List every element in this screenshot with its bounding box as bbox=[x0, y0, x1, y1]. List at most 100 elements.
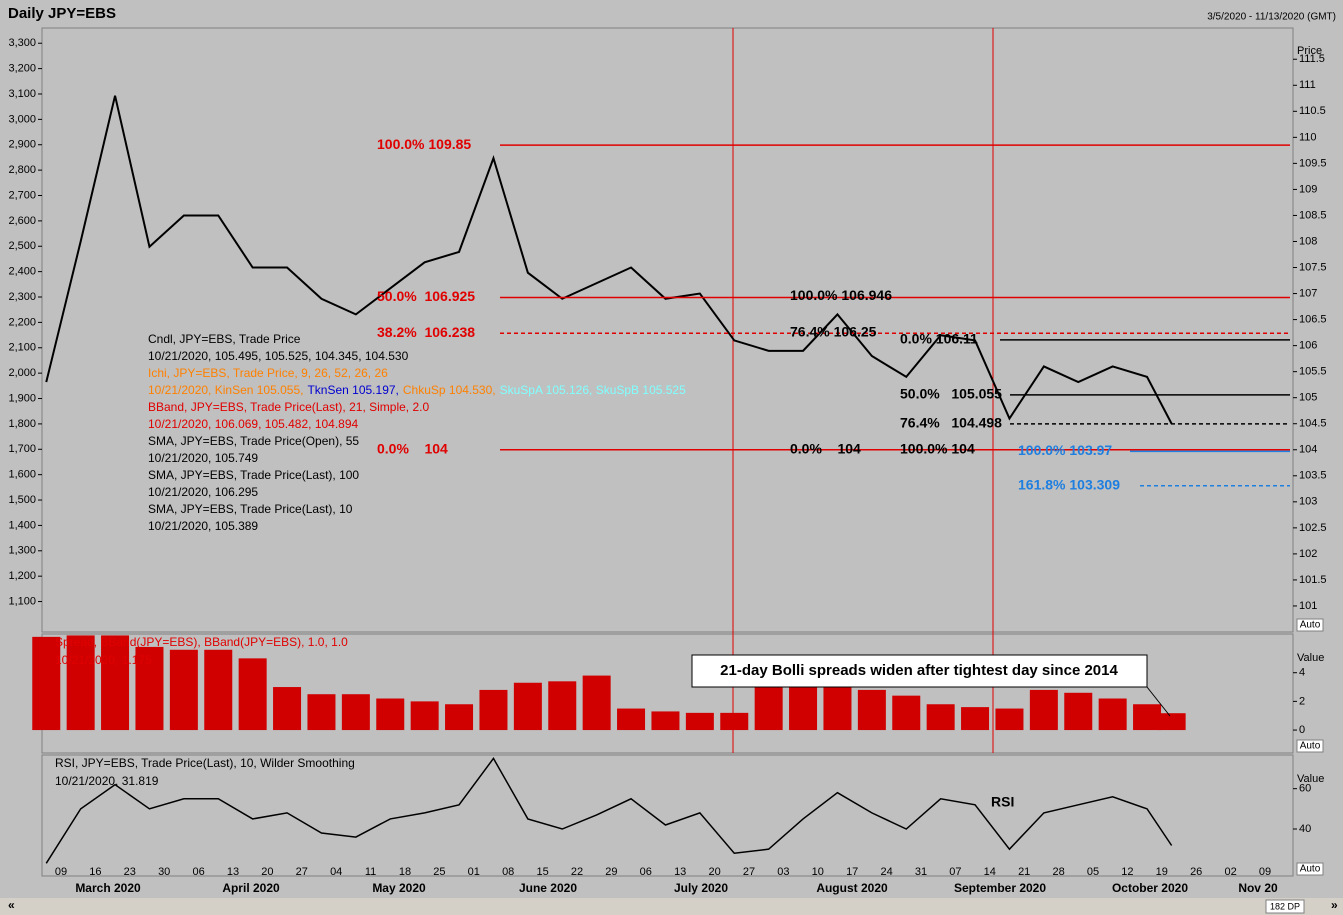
y2-tick-label: 2,300 bbox=[8, 291, 36, 303]
x-month-label: July 2020 bbox=[674, 881, 728, 895]
x-day-label: 23 bbox=[124, 866, 136, 878]
legend-entry: SMA, JPY=EBS, Trade Price(Last), 100 bbox=[148, 468, 359, 482]
y-tick-label: 2 bbox=[1299, 695, 1305, 707]
bar bbox=[66, 635, 95, 731]
level-label: 50.0% 106.925 bbox=[377, 288, 475, 304]
y-tick-label: 104.5 bbox=[1299, 418, 1327, 430]
y2-tick-label: 2,700 bbox=[8, 189, 36, 201]
auto-label[interactable]: Auto bbox=[1300, 620, 1321, 631]
legend-entry: RSI, JPY=EBS, Trade Price(Last), 10, Wil… bbox=[55, 756, 355, 770]
x-day-label: 27 bbox=[743, 866, 755, 878]
x-day-label: 02 bbox=[1224, 866, 1236, 878]
x-day-label: 20 bbox=[708, 866, 720, 878]
x-day-label: 22 bbox=[571, 866, 583, 878]
x-month-label: Nov 20 bbox=[1238, 881, 1278, 895]
bar bbox=[1029, 689, 1058, 731]
auto-label[interactable]: Auto bbox=[1300, 741, 1321, 752]
legend-entry: 10/21/2020, 31.819 bbox=[55, 774, 159, 788]
level-label: 0.0% 104 bbox=[377, 440, 448, 456]
bar bbox=[617, 708, 646, 731]
x-day-label: 18 bbox=[399, 866, 411, 878]
y-tick-label: 110 bbox=[1299, 131, 1317, 143]
x-day-label: 28 bbox=[1052, 866, 1064, 878]
x-day-label: 19 bbox=[1156, 866, 1168, 878]
bar bbox=[1157, 713, 1186, 731]
y2-tick-label: 1,300 bbox=[8, 545, 36, 557]
x-day-label: 06 bbox=[640, 866, 652, 878]
rsi-annotation: RSI bbox=[991, 794, 1014, 810]
legend-text: SMA, JPY=EBS, Trade Price(Last), 100 bbox=[148, 468, 359, 482]
x-day-label: 04 bbox=[330, 866, 342, 878]
y-tick-label: 108.5 bbox=[1299, 209, 1327, 221]
scrollbar[interactable] bbox=[0, 898, 1343, 915]
price-panel bbox=[41, 27, 1294, 633]
legend-text: 10/21/2020, 105.495, 105.525, 104.345, 1… bbox=[148, 349, 409, 363]
y2-tick-label: 2,400 bbox=[8, 266, 36, 278]
y2-tick-label: 1,500 bbox=[8, 494, 36, 506]
legend-text: 10/21/2020, 106.069, 105.482, 104.894 bbox=[148, 417, 359, 431]
x-day-label: 06 bbox=[192, 866, 204, 878]
callout-box bbox=[691, 654, 1148, 688]
bar bbox=[926, 704, 955, 731]
level-label: 76.4% 106.25 bbox=[790, 323, 877, 339]
bar bbox=[548, 681, 577, 731]
bar bbox=[513, 682, 542, 731]
legend-text: TknSen 105.197, bbox=[307, 383, 398, 397]
y2-tick-label: 1,400 bbox=[8, 519, 36, 531]
level-label: 100.0% 106.946 bbox=[790, 287, 892, 303]
x-day-label: 07 bbox=[949, 866, 961, 878]
scroll-left[interactable]: « bbox=[8, 898, 15, 912]
legend-entry: Cndl, JPY=EBS, Trade Price bbox=[148, 332, 301, 346]
y2-tick-label: 3,000 bbox=[8, 113, 36, 125]
x-day-label: 09 bbox=[1259, 866, 1271, 878]
y-axis-label: Price bbox=[1297, 45, 1322, 57]
y2-tick-label: 2,800 bbox=[8, 164, 36, 176]
bar bbox=[410, 701, 439, 731]
x-month-label: October 2020 bbox=[1112, 881, 1188, 895]
auto-button[interactable] bbox=[1296, 618, 1324, 632]
chart-title: Daily JPY=EBS bbox=[8, 5, 116, 22]
level-label: 38.2% 106.238 bbox=[377, 324, 475, 340]
legend-entry: Ichi, JPY=EBS, Trade Price, 9, 26, 52, 2… bbox=[148, 366, 388, 380]
y-tick-label: 107.5 bbox=[1299, 261, 1327, 273]
legend-entry: 10/21/2020, 106.295 bbox=[148, 485, 258, 499]
callout-text: 21-day Bolli spreads widen after tightes… bbox=[720, 662, 1118, 679]
auto-label[interactable]: Auto bbox=[1300, 864, 1321, 875]
legend-text: RSI, JPY=EBS, Trade Price(Last), 10, Wil… bbox=[55, 756, 355, 770]
y-tick-label: 103 bbox=[1299, 496, 1317, 508]
legend-text: 10/21/2020, 31.819 bbox=[55, 774, 159, 788]
y2-tick-label: 3,100 bbox=[8, 88, 36, 100]
bar bbox=[961, 707, 990, 731]
x-day-label: 20 bbox=[261, 866, 273, 878]
level-label: 100.0% 104 bbox=[900, 440, 975, 456]
y-tick-label: 106 bbox=[1299, 340, 1317, 352]
x-day-label: 24 bbox=[880, 866, 892, 878]
x-month-label: March 2020 bbox=[75, 881, 141, 895]
bar bbox=[445, 704, 474, 731]
y2-tick-label: 3,200 bbox=[8, 63, 36, 75]
y-tick-label: 101.5 bbox=[1299, 574, 1327, 586]
bar bbox=[135, 646, 164, 731]
y-tick-label: 0 bbox=[1299, 724, 1305, 736]
legend-entry: 10/21/2020, 1.175 bbox=[55, 653, 152, 667]
x-day-label: 14 bbox=[984, 866, 996, 878]
auto-button[interactable] bbox=[1296, 739, 1324, 753]
bar bbox=[376, 698, 405, 731]
level-label: 0.0% 104 bbox=[790, 440, 861, 456]
scroll-right[interactable]: » bbox=[1331, 898, 1338, 912]
auto-button[interactable] bbox=[1296, 862, 1324, 876]
y-tick-label: 4 bbox=[1299, 667, 1305, 679]
y-tick-label: 111.5 bbox=[1299, 53, 1325, 65]
level-label: 76.4% 104.498 bbox=[900, 415, 1002, 431]
x-day-label: 29 bbox=[605, 866, 617, 878]
legend-text: 10/21/2020, 106.295 bbox=[148, 485, 258, 499]
x-day-label: 12 bbox=[1121, 866, 1133, 878]
bar bbox=[341, 694, 370, 731]
bar bbox=[1098, 698, 1127, 731]
bar bbox=[101, 635, 130, 731]
bar bbox=[32, 636, 61, 731]
y2-tick-label: 2,500 bbox=[8, 240, 36, 252]
x-day-label: 17 bbox=[846, 866, 858, 878]
y-tick-label: 40 bbox=[1299, 823, 1311, 835]
bar bbox=[238, 658, 267, 731]
